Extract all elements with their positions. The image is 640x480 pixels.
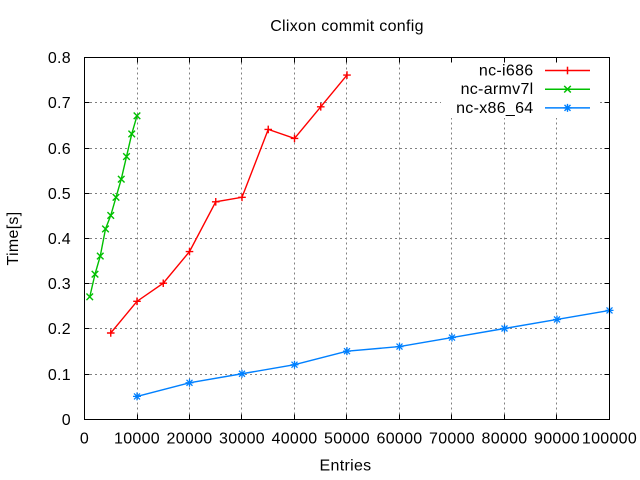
svg-text:0: 0 <box>62 412 71 429</box>
svg-text:0: 0 <box>80 431 89 448</box>
svg-text:100000: 100000 <box>582 431 637 448</box>
svg-text:Time[s]: Time[s] <box>5 212 22 266</box>
svg-text:40000: 40000 <box>272 431 318 448</box>
svg-text:nc-armv7l: nc-armv7l <box>461 81 534 98</box>
svg-text:Clixon commit config: Clixon commit config <box>270 18 424 35</box>
svg-text:nc-i686: nc-i686 <box>479 63 534 80</box>
svg-text:30000: 30000 <box>219 431 265 448</box>
svg-text:nc-x86_64: nc-x86_64 <box>456 100 533 117</box>
svg-text:0.2: 0.2 <box>48 321 71 338</box>
svg-text:90000: 90000 <box>534 431 580 448</box>
svg-text:0.5: 0.5 <box>48 186 71 203</box>
svg-text:20000: 20000 <box>167 431 213 448</box>
svg-text:70000: 70000 <box>429 431 475 448</box>
svg-text:Entries: Entries <box>320 458 372 475</box>
svg-text:80000: 80000 <box>482 431 528 448</box>
svg-text:50000: 50000 <box>324 431 370 448</box>
svg-text:0.7: 0.7 <box>48 95 71 112</box>
svg-text:0.6: 0.6 <box>48 141 71 158</box>
svg-text:10000: 10000 <box>114 431 160 448</box>
svg-text:0.1: 0.1 <box>48 367 71 384</box>
svg-text:0.8: 0.8 <box>48 50 71 67</box>
svg-text:0.3: 0.3 <box>48 276 71 293</box>
svg-text:60000: 60000 <box>377 431 423 448</box>
svg-text:0.4: 0.4 <box>48 231 71 248</box>
